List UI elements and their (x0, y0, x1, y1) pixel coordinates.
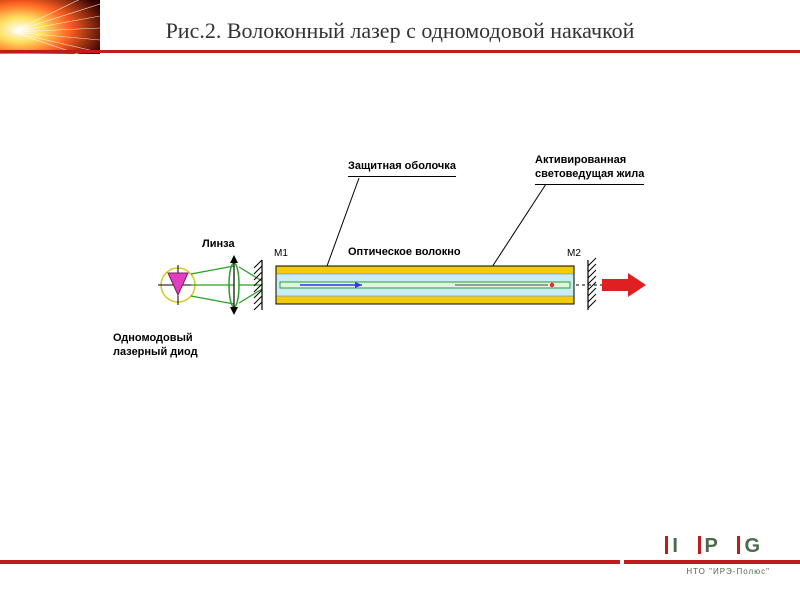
logo: I P G (630, 535, 770, 558)
title-rule (0, 50, 800, 53)
footer-rule-right (624, 560, 800, 564)
footer-rule-left (0, 560, 620, 564)
slide-title: Рис.2. Волоконный лазер с одномодовой на… (0, 18, 800, 44)
diagram-svg (0, 160, 800, 420)
logo-letters: I P G (665, 535, 770, 557)
fiber-laser-diagram: Защитная оболочка Активированная светове… (0, 160, 800, 420)
logo-subtitle: НТО "ИРЭ-Полюс" (686, 567, 770, 576)
